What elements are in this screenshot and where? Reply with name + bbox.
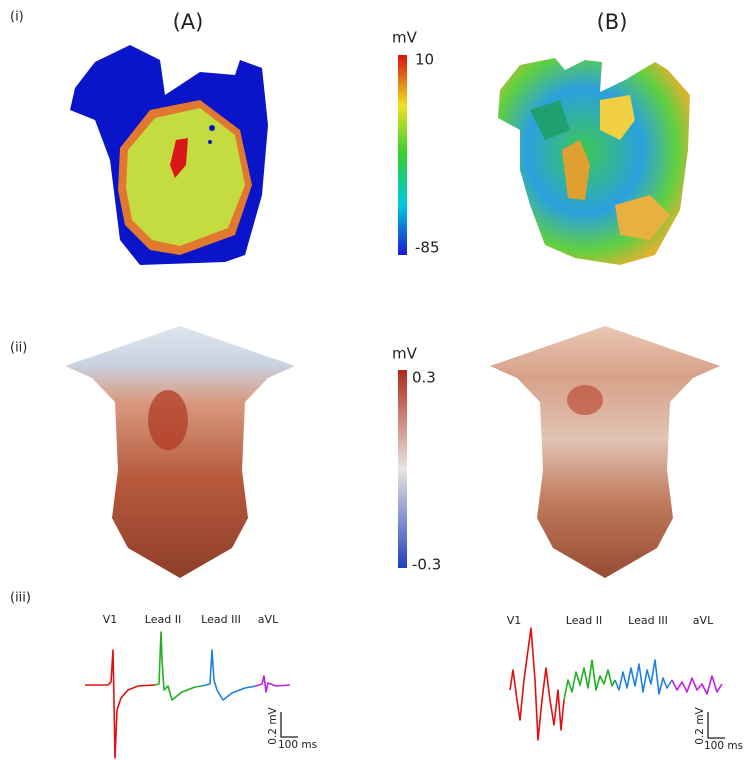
lead-label: V1 (507, 614, 522, 627)
ecg-trace (509, 627, 565, 741)
colorbar-unit: mV (392, 29, 418, 47)
torso-hotspot (148, 390, 188, 450)
lead-label: V1 (103, 613, 118, 626)
colorbar-min: -0.3 (412, 556, 441, 574)
colorbar-unit: mV (392, 345, 418, 363)
panel-label: (ii) (10, 341, 27, 356)
torso-map-b (490, 326, 720, 578)
ecg-trace (201, 649, 257, 701)
colorbar-min: -85 (415, 239, 440, 257)
ecg-trace (563, 659, 616, 701)
panel-label: (i) (10, 10, 24, 25)
torso-hotspot (567, 385, 603, 415)
scale-time: 100 ms (704, 740, 743, 752)
colorbar (398, 55, 407, 255)
colorbar (398, 370, 407, 568)
scale-time: 100 ms (278, 739, 317, 751)
scale-voltage: 0.2 mV (694, 706, 706, 744)
heart-map-b (498, 58, 690, 265)
colorbar-max: 0.3 (412, 369, 436, 387)
lead-label: aVL (693, 614, 714, 627)
column-label: (A) (173, 10, 204, 34)
lead-label: Lead III (201, 613, 241, 626)
ecg-trace (154, 631, 203, 701)
scale-voltage: 0.2 mV (267, 706, 279, 744)
ecg-trace (255, 675, 291, 693)
scale-bar (280, 712, 298, 738)
lead-label: Lead II (145, 613, 181, 626)
colorbar-max: 10 (415, 51, 434, 69)
ecg-trace (85, 649, 156, 759)
ecg-trace (671, 675, 723, 695)
column-label: (B) (597, 10, 628, 34)
scale-bar (707, 712, 725, 739)
lead-label: aVL (258, 613, 279, 626)
lead-label: Lead III (628, 614, 668, 627)
ecg-trace (614, 659, 673, 695)
heart-map-a (70, 45, 268, 265)
panel-label: (iii) (10, 591, 31, 606)
torso-map-a (65, 326, 295, 578)
lead-label: Lead II (566, 614, 602, 627)
